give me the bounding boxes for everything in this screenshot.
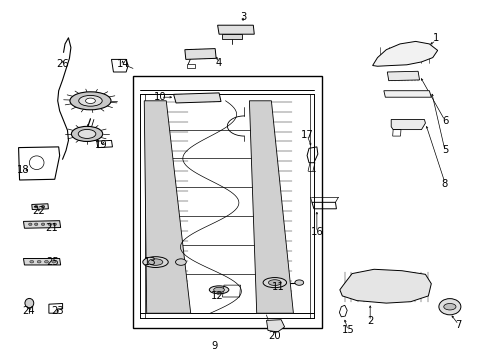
Text: 11: 11	[271, 282, 284, 292]
Ellipse shape	[41, 206, 44, 208]
Polygon shape	[266, 320, 284, 332]
Text: 18: 18	[17, 165, 30, 175]
Ellipse shape	[78, 129, 96, 138]
Text: 10: 10	[154, 92, 166, 102]
Ellipse shape	[41, 223, 44, 225]
Polygon shape	[390, 120, 425, 130]
Polygon shape	[217, 25, 254, 34]
Text: 6: 6	[441, 116, 447, 126]
Ellipse shape	[148, 259, 163, 265]
Bar	[133, 76, 321, 328]
Text: 7: 7	[454, 320, 461, 330]
Ellipse shape	[25, 298, 34, 308]
Polygon shape	[184, 49, 216, 59]
Ellipse shape	[438, 299, 460, 315]
Text: 16: 16	[310, 227, 323, 237]
Polygon shape	[173, 93, 221, 103]
Ellipse shape	[213, 287, 224, 292]
Polygon shape	[339, 269, 430, 303]
Ellipse shape	[268, 280, 281, 285]
Ellipse shape	[44, 261, 48, 263]
Ellipse shape	[294, 280, 303, 285]
Text: 15: 15	[341, 325, 354, 336]
Text: 20: 20	[268, 330, 281, 341]
Text: 8: 8	[441, 179, 447, 189]
Text: 23: 23	[51, 306, 64, 316]
Text: 25: 25	[46, 257, 59, 267]
Text: 17: 17	[300, 130, 313, 140]
Text: 21: 21	[45, 222, 58, 233]
Text: 19: 19	[95, 140, 108, 150]
Text: 22: 22	[32, 206, 44, 216]
Ellipse shape	[30, 261, 34, 263]
Ellipse shape	[71, 126, 102, 141]
Ellipse shape	[175, 259, 186, 265]
Ellipse shape	[37, 261, 41, 263]
Text: 2: 2	[366, 316, 373, 326]
Polygon shape	[144, 101, 190, 313]
Polygon shape	[32, 204, 48, 210]
Ellipse shape	[70, 92, 111, 110]
Ellipse shape	[85, 98, 95, 104]
Ellipse shape	[79, 95, 102, 106]
Ellipse shape	[263, 278, 286, 288]
Polygon shape	[222, 34, 242, 39]
Ellipse shape	[443, 303, 455, 310]
Text: 5: 5	[441, 145, 447, 156]
Text: 24: 24	[22, 306, 35, 316]
Text: 13: 13	[144, 257, 157, 267]
Ellipse shape	[52, 261, 56, 263]
Text: 1: 1	[432, 33, 439, 43]
Text: 4: 4	[216, 58, 222, 68]
Ellipse shape	[48, 223, 52, 225]
Polygon shape	[383, 91, 430, 97]
Ellipse shape	[34, 206, 38, 208]
Text: 14: 14	[117, 59, 129, 69]
Text: 26: 26	[56, 59, 69, 69]
Polygon shape	[372, 41, 437, 66]
Text: 9: 9	[210, 341, 217, 351]
Polygon shape	[23, 258, 61, 265]
Polygon shape	[249, 101, 293, 313]
Text: 12: 12	[211, 291, 224, 301]
Ellipse shape	[28, 223, 32, 225]
Polygon shape	[23, 221, 61, 228]
Ellipse shape	[142, 257, 168, 267]
Ellipse shape	[53, 223, 57, 225]
Polygon shape	[386, 71, 419, 81]
Ellipse shape	[209, 286, 228, 294]
Text: 3: 3	[240, 12, 245, 22]
Ellipse shape	[34, 223, 38, 225]
